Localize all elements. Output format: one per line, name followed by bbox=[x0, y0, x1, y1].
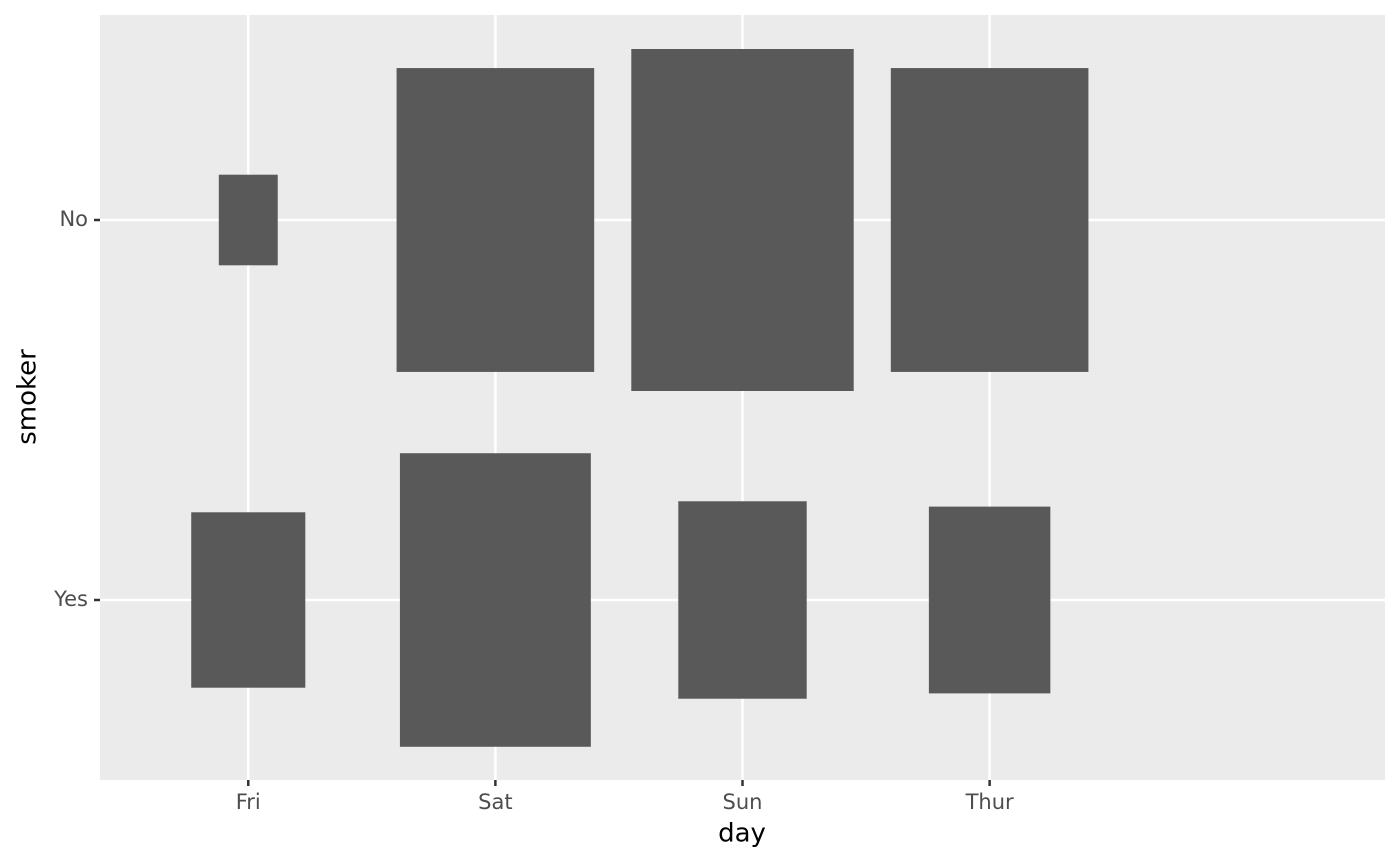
tile bbox=[191, 512, 306, 688]
tile bbox=[399, 453, 591, 747]
y-tick-label: No bbox=[59, 207, 88, 231]
x-tick-label: Thur bbox=[965, 790, 1014, 814]
x-tick-label: Fri bbox=[236, 790, 261, 814]
x-axis-title: day bbox=[718, 819, 766, 849]
tile bbox=[678, 501, 807, 699]
tile bbox=[396, 68, 595, 372]
tile bbox=[631, 49, 854, 391]
y-tick-label: Yes bbox=[53, 587, 88, 611]
tile bbox=[218, 174, 278, 266]
x-tick-label: Sat bbox=[478, 790, 512, 814]
y-axis-title: smoker bbox=[13, 349, 43, 445]
x-tick-label: Sun bbox=[723, 790, 763, 814]
tile bbox=[890, 68, 1089, 372]
tile bbox=[928, 506, 1051, 694]
